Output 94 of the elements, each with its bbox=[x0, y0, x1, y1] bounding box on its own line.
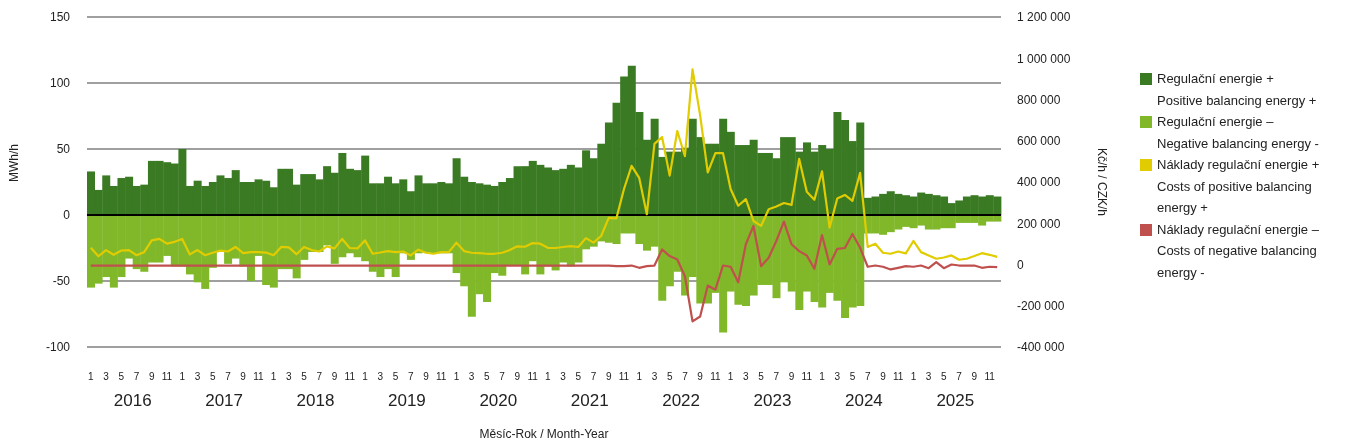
x-tick-label: 9 bbox=[423, 370, 430, 382]
text: 2021 bbox=[570, 391, 609, 411]
x-tick-label: 7 bbox=[133, 370, 140, 382]
legend-label: Náklady regulační energie + Costs of positive balancing energy + bbox=[1157, 156, 1321, 217]
x-tick-label: 11 bbox=[435, 370, 447, 382]
x-tick-label: 5 bbox=[301, 370, 308, 382]
line-series bbox=[89, 220, 999, 323]
x-tick-label: 5 bbox=[392, 370, 399, 382]
x-tick-label: 9 bbox=[880, 370, 887, 382]
x-tick-label: 1 bbox=[88, 370, 95, 382]
x-tick-label: 11 bbox=[801, 370, 813, 382]
legend-label: Regulační energie – Negative balancing energy - bbox=[1157, 113, 1320, 153]
x-tick-label: 3 bbox=[286, 370, 293, 382]
y2-axis-title: Kč/h / CZK/h bbox=[1094, 147, 1109, 217]
text: 2023 bbox=[753, 391, 792, 411]
y2-tick-label: 1 000 000 bbox=[1017, 51, 1071, 66]
x-tick-label: 1 bbox=[362, 370, 369, 382]
x-tick-label: 3 bbox=[468, 370, 475, 382]
x-tick-label: 5 bbox=[666, 370, 673, 382]
text: 2024 bbox=[844, 391, 883, 411]
text: 2017 bbox=[205, 391, 244, 411]
x-tick-label: 9 bbox=[148, 370, 155, 382]
legend-label: Náklady regulační energie – Costs of negative balancing energy - bbox=[1157, 220, 1320, 282]
line-series bbox=[89, 68, 999, 261]
text: 2016 bbox=[113, 391, 152, 411]
x-tick-label: 1 bbox=[179, 370, 186, 382]
legend-label: Regulační energie + Positive balancing energy + bbox=[1157, 70, 1318, 110]
x-tick-label: 11 bbox=[161, 370, 173, 382]
text: 2018 bbox=[296, 391, 335, 411]
x-tick-label: 7 bbox=[864, 370, 871, 382]
x-tick-label: 7 bbox=[956, 370, 963, 382]
x-axis-title: Měsíc-Rok / Month-Year bbox=[479, 427, 609, 441]
x-tick-label: 3 bbox=[925, 370, 932, 382]
x-tick-label: 9 bbox=[514, 370, 521, 382]
x-tick-label: 5 bbox=[941, 370, 948, 382]
x-tick-label: 9 bbox=[331, 370, 338, 382]
x-tick-label: 3 bbox=[651, 370, 658, 382]
x-tick-label: 11 bbox=[984, 370, 996, 382]
x-tick-label: 5 bbox=[849, 370, 856, 382]
x-tick-label: 7 bbox=[682, 370, 689, 382]
x-tick-label: 11 bbox=[253, 370, 264, 382]
x-tick-label: 5 bbox=[118, 370, 125, 382]
text: 2022 bbox=[662, 391, 701, 411]
text: 2025 bbox=[936, 391, 975, 411]
x-tick-label: 1 bbox=[270, 370, 277, 382]
y2-tick-label: 0 bbox=[1017, 257, 1024, 272]
y2-tick-label: 400 000 bbox=[1017, 175, 1061, 190]
x-tick-label: 7 bbox=[407, 370, 414, 382]
y-tick-label: 50 bbox=[56, 142, 71, 157]
x-tick-label: 9 bbox=[788, 370, 795, 382]
x-tick-label: 3 bbox=[103, 370, 110, 382]
x-tick-label: 11 bbox=[710, 370, 721, 382]
x-tick-label: 9 bbox=[697, 370, 704, 382]
x-tick-label: 9 bbox=[971, 370, 978, 382]
x-tick-label: 11 bbox=[344, 370, 356, 382]
x-tick-label: 7 bbox=[499, 370, 506, 382]
x-tick-label: 1 bbox=[636, 370, 643, 382]
y-tick-label: 100 bbox=[49, 76, 71, 91]
x-tick-label: 1 bbox=[453, 370, 460, 382]
text: 2020 bbox=[479, 391, 518, 411]
x-tick-label: 3 bbox=[560, 370, 567, 382]
x-tick-label: 3 bbox=[743, 370, 750, 382]
x-tick-label: 11 bbox=[618, 370, 630, 382]
x-tick-label: 3 bbox=[834, 370, 841, 382]
x-tick-label: 11 bbox=[892, 370, 904, 382]
text: 2019 bbox=[387, 391, 426, 411]
x-tick-label: 1 bbox=[727, 370, 734, 382]
y-tick-label: -100 bbox=[45, 340, 71, 355]
x-tick-label: 3 bbox=[194, 370, 201, 382]
x-tick-label: 1 bbox=[819, 370, 826, 382]
x-tick-label: 5 bbox=[209, 370, 216, 382]
y2-tick-label: 1 200 000 bbox=[1017, 10, 1071, 25]
x-tick-label: 7 bbox=[773, 370, 780, 382]
y-tick-label: 0 bbox=[63, 208, 71, 223]
x-tick-label: 7 bbox=[316, 370, 323, 382]
y2-tick-label: 200 000 bbox=[1017, 216, 1061, 231]
y2-tick-label: 800 000 bbox=[1017, 92, 1061, 107]
x-tick-label: 9 bbox=[240, 370, 247, 382]
x-tick-label: 3 bbox=[377, 370, 384, 382]
x-tick-label: 7 bbox=[590, 370, 597, 382]
y-tick-label: 150 bbox=[49, 10, 71, 25]
x-tick-label: 11 bbox=[527, 370, 539, 382]
x-tick-label: 7 bbox=[225, 370, 232, 382]
x-tick-label: 5 bbox=[484, 370, 491, 382]
x-tick-label: 5 bbox=[575, 370, 582, 382]
y2-tick-label: -200 000 bbox=[1017, 299, 1065, 314]
x-tick-label: 9 bbox=[605, 370, 612, 382]
y2-tick-label: 600 000 bbox=[1017, 134, 1061, 149]
x-tick-label: 1 bbox=[910, 370, 917, 382]
y-tick-label: -50 bbox=[52, 274, 71, 289]
y-axis-title: MWh/h bbox=[7, 143, 22, 182]
x-tick-label: 5 bbox=[758, 370, 765, 382]
x-tick-label: 1 bbox=[545, 370, 552, 382]
y2-tick-label: -400 000 bbox=[1017, 340, 1065, 355]
